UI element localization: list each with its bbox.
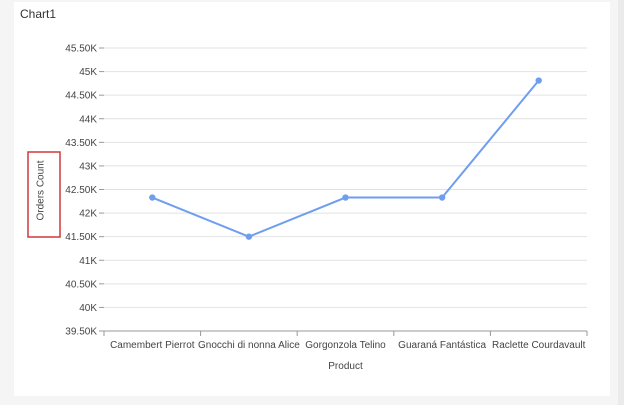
x-axis-title: Product bbox=[328, 361, 363, 372]
y-axis-title: Orders Count bbox=[36, 160, 47, 220]
y-axis-ticks: 39.50K 40K 40.50K 41K 41.50K 42K 42.50K 43K 43.5… bbox=[65, 44, 104, 338]
y-tick-label: 45K bbox=[79, 67, 97, 78]
data-point[interactable] bbox=[342, 194, 349, 201]
y-tick-label: 44K bbox=[79, 114, 97, 125]
y-tick-label: 45.50K bbox=[65, 44, 97, 55]
series-group bbox=[149, 77, 542, 240]
x-tick-label: Gorgonzola Telino bbox=[305, 340, 386, 351]
y-axis-title-highlight bbox=[27, 151, 61, 238]
y-tick-label: 40.50K bbox=[65, 279, 97, 290]
gridlines bbox=[104, 47, 587, 332]
y-tick-label: 40K bbox=[79, 303, 97, 314]
x-tick-label: Raclette Courdavault bbox=[492, 340, 586, 351]
y-tick-label: 43.50K bbox=[65, 138, 97, 149]
y-tick-label: 42.50K bbox=[65, 185, 97, 196]
y-tick-label: 44.50K bbox=[65, 91, 97, 102]
x-tick-label: Guaraná Fantástica bbox=[398, 340, 486, 351]
data-point[interactable] bbox=[149, 194, 156, 201]
y-tick-label: 43K bbox=[79, 161, 97, 172]
chart-panel bbox=[14, 2, 610, 396]
x-tick-label: Camembert Pierrot bbox=[110, 340, 195, 351]
x-tick-label: Gnocchi di nonna Alice bbox=[198, 340, 300, 351]
adjacent-panel-edge bbox=[618, 0, 624, 405]
y-tick-label: 39.50K bbox=[65, 327, 97, 338]
chart-title: Chart1 bbox=[20, 7, 57, 21]
x-axis: Camembert Pierrot Gnocchi di nonna Alice G… bbox=[103, 330, 588, 351]
y-tick-label: 41K bbox=[79, 256, 97, 267]
data-point[interactable] bbox=[438, 194, 446, 201]
y-tick-label: 42K bbox=[79, 209, 97, 220]
data-point[interactable] bbox=[245, 233, 253, 240]
y-tick-label: 41.50K bbox=[65, 232, 97, 243]
data-point[interactable] bbox=[535, 77, 542, 84]
